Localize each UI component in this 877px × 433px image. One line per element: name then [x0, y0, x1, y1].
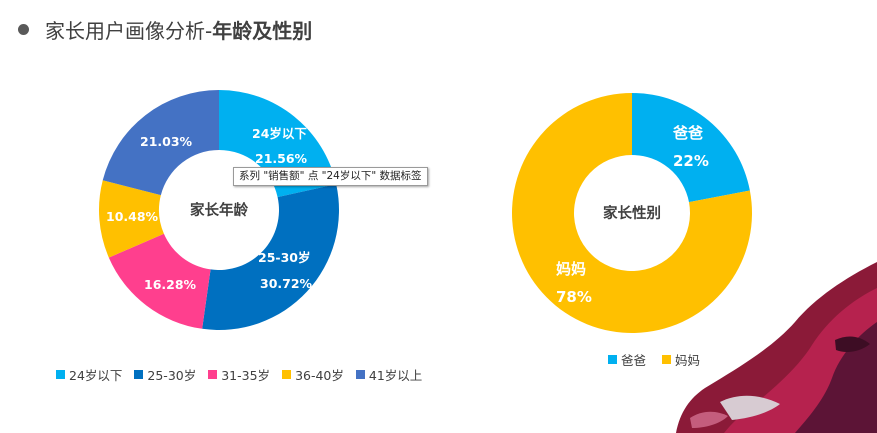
age-legend-swatch-3 — [282, 370, 292, 379]
gender-slice-category-label-0: 爸爸 — [672, 124, 703, 142]
gender-donut-chart: 爸爸 22% 妈妈 78% 家长性别 — [512, 93, 752, 333]
age-legend-label-0: 24岁以下 — [69, 368, 123, 383]
age-slice-1[interactable] — [202, 184, 339, 330]
gender-legend-label-1: 妈妈 — [675, 353, 701, 368]
age-legend-swatch-0 — [56, 370, 65, 379]
slide-title-bold: 年龄及性别 — [212, 18, 313, 43]
age-legend-label-2: 31-35岁 — [221, 368, 271, 383]
decorative-brush-art — [676, 262, 877, 433]
gender-legend-label-0: 爸爸 — [621, 353, 647, 368]
age-slice-value-label-4: 21.03% — [140, 134, 193, 149]
gender-legend-item-0[interactable]: 爸爸 — [608, 350, 646, 369]
gender-slice-value-label-1: 78% — [556, 288, 592, 306]
age-legend-item-2[interactable]: 31-35岁 — [208, 365, 270, 384]
age-legend: 24岁以下 25-30岁 31-35岁 36-40岁 41岁以上 — [56, 365, 434, 384]
age-slice-category-label-0: 24岁以下 — [252, 126, 307, 141]
age-legend-label-4: 41岁以上 — [368, 368, 423, 383]
age-legend-swatch-1 — [134, 370, 144, 379]
gender-legend: 爸爸 妈妈 — [608, 350, 716, 369]
age-slice-value-label-0: 21.56% — [255, 151, 308, 166]
gender-slice-0[interactable] — [632, 93, 750, 203]
age-legend-item-3[interactable]: 36-40岁 — [282, 365, 344, 384]
gender-legend-item-1[interactable]: 妈妈 — [662, 350, 700, 369]
data-label-tooltip: 系列 "销售额" 点 "24岁以下" 数据标签 — [233, 167, 428, 186]
age-legend-item-1[interactable]: 25-30岁 — [134, 365, 196, 384]
age-donut-chart: 24岁以下 21.56% 25-30岁 30.72% 16.28% 10.48% 21.03… — [99, 90, 339, 330]
age-legend-swatch-2 — [208, 370, 218, 379]
gender-center-label: 家长性别 — [603, 204, 661, 222]
gender-legend-swatch-1 — [662, 355, 672, 364]
age-slice-category-label-1: 25-30岁 — [258, 250, 310, 265]
gender-legend-swatch-0 — [608, 355, 617, 364]
age-legend-label-1: 25-30岁 — [147, 368, 197, 383]
age-slice-value-label-2: 16.28% — [144, 277, 197, 292]
age-slice-2[interactable] — [108, 233, 211, 329]
slide-header: 家长用户画像分析-年龄及性别 — [18, 14, 312, 44]
slide-title-plain: 家长用户画像分析- — [45, 18, 213, 43]
age-slice-4[interactable] — [102, 90, 219, 196]
gender-slice-category-label-1: 妈妈 — [556, 260, 586, 278]
gender-slice-1[interactable] — [512, 93, 752, 333]
age-slice-3[interactable] — [99, 180, 164, 258]
age-center-label: 家长年龄 — [190, 201, 248, 219]
age-slice-value-label-1: 30.72% — [260, 276, 313, 291]
age-slice-value-label-3: 10.48% — [106, 209, 159, 224]
age-legend-item-0[interactable]: 24岁以下 — [56, 365, 122, 384]
gender-slice-value-label-0: 22% — [673, 152, 709, 170]
age-legend-label-3: 36-40岁 — [295, 368, 344, 383]
age-legend-item-4[interactable]: 41岁以上 — [355, 365, 423, 384]
slide-title: 家长用户画像分析-年龄及性别 — [45, 15, 312, 44]
bullet-icon — [18, 23, 29, 35]
age-legend-swatch-4 — [355, 370, 365, 379]
